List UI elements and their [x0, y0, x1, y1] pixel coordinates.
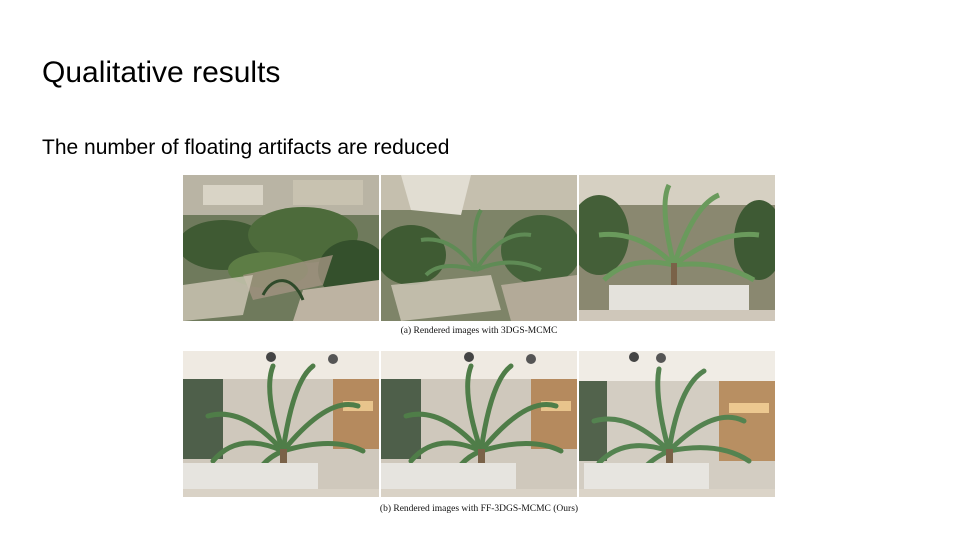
render-image-a3	[579, 175, 775, 321]
render-image-a2	[381, 175, 577, 321]
render-image-a1	[183, 175, 379, 321]
figure-row-3dgs-mcmc	[183, 175, 775, 321]
render-image-b1	[183, 351, 379, 497]
slide-subtitle: The number of floating artifacts are red…	[42, 136, 450, 159]
figure-row-ff-3dgs-mcmc	[183, 351, 775, 497]
caption-b: (b) Rendered images with FF-3DGS-MCMC (O…	[379, 504, 579, 514]
render-image-b2	[381, 351, 577, 497]
caption-a: (a) Rendered images with 3DGS-MCMC	[400, 326, 558, 336]
slide-title: Qualitative results	[42, 56, 281, 89]
render-image-b3	[579, 351, 775, 497]
